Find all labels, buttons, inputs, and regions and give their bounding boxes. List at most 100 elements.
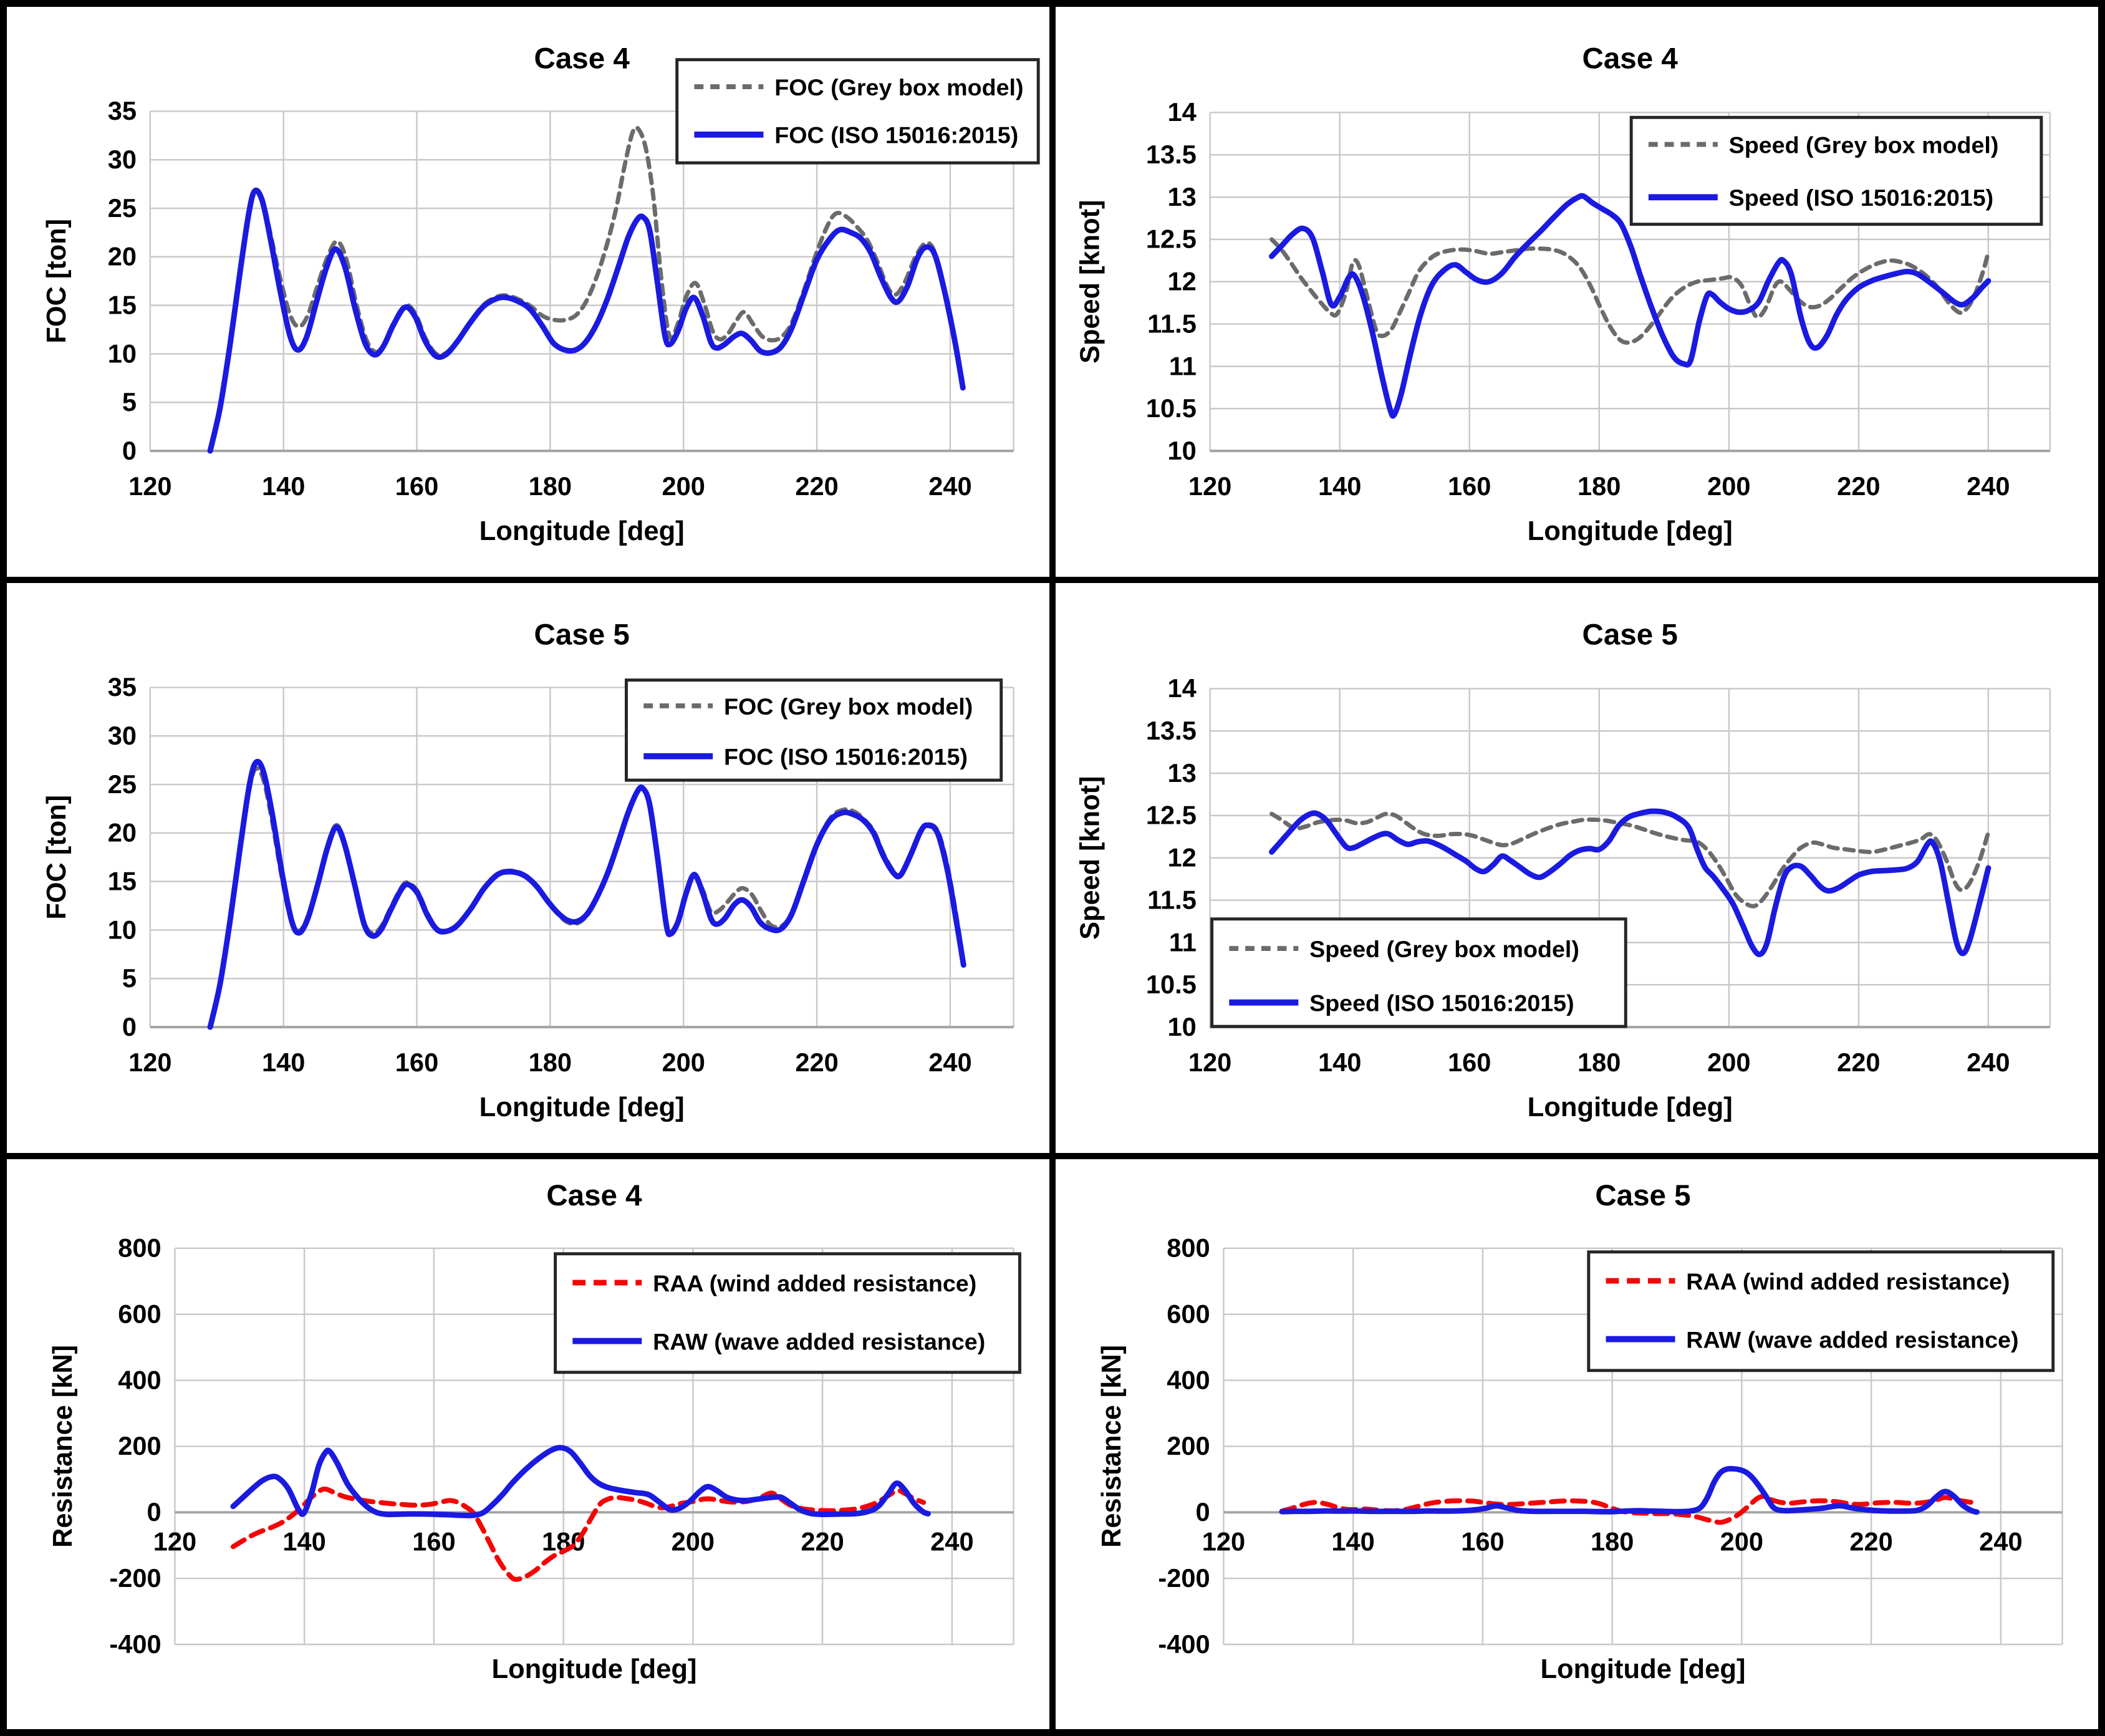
- y-tick-label: 600: [1167, 1300, 1210, 1329]
- y-tick-label: 12.5: [1146, 224, 1197, 254]
- x-tick-label: 160: [1461, 1526, 1504, 1556]
- x-tick-label: 220: [801, 1526, 844, 1556]
- chart-title: Case 4: [534, 42, 630, 75]
- x-tick-label: 120: [1188, 1048, 1231, 1077]
- x-tick-label: 120: [128, 471, 171, 501]
- chart-title: Case 5: [1595, 1179, 1690, 1212]
- y-axis-label: Speed [knot]: [1075, 200, 1105, 364]
- x-axis-label: Longitude [deg]: [1528, 516, 1733, 546]
- legend-box: [1587, 1250, 2055, 1372]
- case5-speed-chart: 120 140 160 180 200 220 240 10 10.5 11 11.5 12 12.5 1…: [1075, 619, 2051, 1122]
- series-speed-grey-box: [1269, 811, 1991, 909]
- y-tick-label: 15: [108, 867, 137, 896]
- y-tick-label: 10.5: [1146, 393, 1197, 423]
- y-tick-label: 12: [1168, 843, 1197, 872]
- y-tick-label: 200: [1167, 1431, 1210, 1460]
- y-tick-label: 13: [1168, 182, 1197, 211]
- y-tick-label: 14: [1168, 97, 1197, 127]
- legend: RAA (wind added resistance) RAW (wave add…: [1587, 1250, 2055, 1372]
- x-tick-label: 160: [1448, 471, 1491, 501]
- legend: Speed (Grey box model) Speed (ISO 15016:2…: [1210, 917, 1627, 1028]
- chart-title: Case 4: [546, 1179, 642, 1212]
- y-tick-label: 14: [1168, 673, 1197, 703]
- series-raw-wave: [1279, 1465, 1980, 1515]
- y-tick-label: 13: [1168, 758, 1197, 788]
- chart-panel-case5-speed: 120 140 160 180 200 220 240 10 10.5 11 11.5 12 12.5 1…: [1052, 580, 2101, 1156]
- y-axis-label: Resistance [kN]: [1097, 1345, 1127, 1548]
- legend-label: RAA (wind added resistance): [653, 1270, 976, 1296]
- legend-label: Speed (ISO 15016:2015): [1309, 990, 1574, 1016]
- legend-label: FOC (Grey box model): [724, 693, 973, 720]
- x-tick-label: 220: [795, 1048, 838, 1077]
- y-tick-label: 20: [108, 242, 137, 271]
- y-axis-label: Resistance [kN]: [48, 1345, 78, 1548]
- y-tick-label: 30: [108, 721, 137, 750]
- y-tick-label: 12: [1168, 267, 1197, 296]
- legend-label: RAA (wind added resistance): [1686, 1268, 2010, 1295]
- x-tick-label: 140: [1331, 1526, 1374, 1556]
- series-foc-iso: [207, 758, 966, 1030]
- y-tick-label: 800: [1167, 1233, 1210, 1263]
- legend: FOC (Grey box model) FOC (ISO 15016:2015): [675, 58, 1040, 165]
- x-tick-label: 180: [1591, 1526, 1634, 1556]
- x-tick-label: 200: [662, 471, 705, 501]
- y-axis-label: Speed [knot]: [1075, 776, 1105, 940]
- legend-label: FOC (ISO 15016:2015): [724, 744, 968, 770]
- legend: FOC (Grey box model) FOC (ISO 15016:2015): [625, 678, 1003, 782]
- series-speed-grey-box: [1269, 237, 1991, 345]
- y-tick-label: 0: [147, 1497, 161, 1526]
- x-axis-label: Longitude [deg]: [491, 1654, 696, 1684]
- x-tick-label: 220: [1837, 471, 1880, 501]
- y-tick-label: 15: [108, 291, 137, 320]
- y-tick-label: 10: [1168, 1012, 1197, 1041]
- y-tick-label: -400: [1158, 1629, 1210, 1659]
- y-tick-label: 25: [108, 769, 137, 799]
- y-tick-label: 13.5: [1146, 716, 1197, 745]
- case5-foc-chart: 120 140 160 180 200 220 240 0 5 10 15 20 25 30 35 Case …: [42, 619, 1014, 1122]
- y-axis-label: FOC [ton]: [42, 219, 72, 344]
- x-tick-label: 180: [1578, 471, 1621, 501]
- y-tick-label: 25: [108, 193, 137, 223]
- legend: RAA (wind added resistance) RAW (wave add…: [554, 1252, 1021, 1374]
- legend-label: RAW (wave added resistance): [653, 1328, 985, 1354]
- legend-label: Speed (Grey box model): [1309, 936, 1579, 962]
- y-tick-label: 0: [122, 1012, 137, 1041]
- x-axis-label: Longitude [deg]: [1528, 1092, 1733, 1122]
- y-tick-label: 400: [118, 1365, 161, 1394]
- chart-panel-case4-speed: 120 140 160 180 200 220 240 10 10.5 11 11.5 12 12.5 1…: [1052, 4, 2101, 580]
- x-tick-label: 140: [262, 1048, 305, 1077]
- x-tick-label: 200: [1720, 1526, 1763, 1556]
- y-tick-label: 20: [108, 818, 137, 847]
- legend-label: Speed (ISO 15016:2015): [1729, 185, 1994, 211]
- series-foc-iso: [207, 187, 966, 454]
- x-tick-label: 160: [412, 1526, 455, 1556]
- x-tick-label: 120: [153, 1526, 196, 1556]
- case4-foc-chart: 120 140 160 180 200 220 240 0 5 10 15 20 25 30 35 Case …: [42, 42, 1040, 546]
- y-tick-label: -200: [109, 1563, 161, 1593]
- legend-box: [675, 58, 1040, 165]
- x-tick-label: 200: [662, 1048, 705, 1077]
- x-tick-label: 240: [928, 1048, 971, 1077]
- y-tick-label: 0: [122, 436, 137, 465]
- x-tick-label: 140: [262, 471, 305, 501]
- x-tick-label: 220: [1837, 1048, 1880, 1077]
- chart-title: Case 4: [1582, 42, 1679, 75]
- y-tick-label: 11.5: [1147, 309, 1197, 339]
- x-tick-label: 120: [1202, 1526, 1245, 1556]
- x-tick-label: 240: [1979, 1526, 2022, 1556]
- chart-title: Case 5: [534, 619, 630, 652]
- x-tick-label: 180: [529, 1048, 572, 1077]
- y-axis-label: FOC [ton]: [42, 795, 72, 920]
- y-tick-label: 5: [122, 963, 137, 993]
- y-tick-label: 10.5: [1146, 970, 1197, 999]
- series-speed-iso: [1269, 808, 1992, 957]
- y-tick-label: 0: [1195, 1497, 1210, 1526]
- x-tick-label: 120: [128, 1048, 171, 1077]
- series-raw-wave: [230, 1445, 931, 1518]
- x-tick-label: 200: [672, 1526, 715, 1556]
- chart-title: Case 5: [1582, 619, 1678, 652]
- y-tick-label: 800: [118, 1233, 161, 1263]
- x-axis-label: Longitude [deg]: [479, 1092, 685, 1122]
- legend-label: FOC (ISO 15016:2015): [774, 122, 1018, 148]
